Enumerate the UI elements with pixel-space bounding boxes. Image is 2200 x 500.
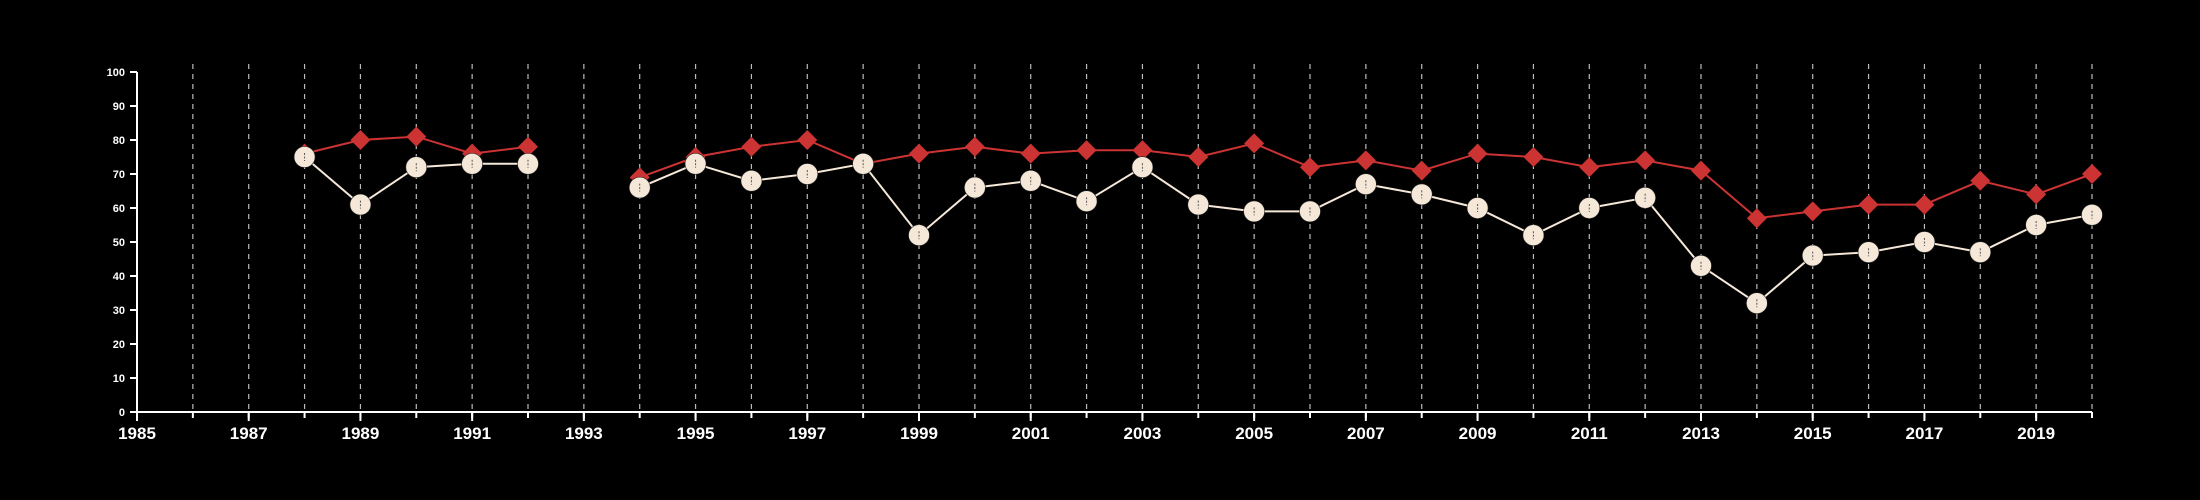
diamond-point [1244,133,1265,154]
diamond-point [2026,184,2047,205]
y-tick-label: 40 [113,271,125,283]
x-tick-label: 2003 [1124,424,1162,443]
x-tick-label: 2005 [1235,424,1273,443]
y-tick-label: 70 [113,169,125,181]
diamond-point [1411,160,1432,181]
x-tick-label: 2013 [1682,424,1720,443]
diamond-point [1802,201,1823,222]
diamond-point [2082,164,2102,184]
diamond-point [1579,157,1600,178]
diamond-point [350,130,371,150]
x-tick-label: 1991 [453,424,491,443]
grid-lines [192,64,2093,412]
x-tick-label: 1987 [230,424,268,443]
diamond-point [964,136,985,157]
y-tick-label: 10 [113,373,125,385]
diamond-point [1300,157,1320,178]
x-tick-label: 2009 [1459,424,1497,443]
series-circle [293,146,2103,315]
diamond-point [1355,150,1376,171]
y-tick-label: 20 [113,339,125,351]
diamond-point [1635,150,1656,171]
y-tick-label: 80 [113,135,125,147]
x-tick-label: 1993 [565,424,603,443]
diamond-point [1691,160,1711,181]
diamond-point [518,136,538,157]
diamond-point [1970,170,1991,191]
x-tick-label: 1985 [118,424,156,443]
diamond-point [1746,208,1767,229]
y-tick-label: 0 [119,407,125,419]
x-tick-label: 1989 [342,424,380,443]
x-tick-label: 2017 [1906,424,1944,443]
x-tick-label: 1995 [677,424,715,443]
y-tick-label: 60 [113,203,125,215]
y-tick-label: 50 [113,237,125,249]
diamond-point [741,136,762,157]
diamond-point [1020,143,1041,164]
x-tick-label: 2019 [2017,424,2055,443]
diamond-point [1076,140,1097,161]
data-series [293,126,2103,315]
x-tick-label: 2007 [1347,424,1385,443]
y-tick-label: 30 [113,305,125,317]
x-tick-label: 2015 [1794,424,1832,443]
diamond-point [1523,147,1544,167]
series-diamond [294,126,2102,229]
x-tick-label: 1999 [900,424,938,443]
x-tick-label: 1997 [788,424,826,443]
diamond-point [1467,143,1488,164]
diamond-point [909,143,929,164]
diamond-point [1858,194,1879,215]
diamond-point [406,126,427,147]
diamond-point [1132,140,1153,161]
diamond-point [1914,194,1935,215]
diamond-point [1188,147,1209,167]
y-tick-label: 90 [113,101,125,113]
x-tick-label: 2001 [1012,424,1050,443]
x-tick-label: 2011 [1571,424,1608,443]
axes: 0 10 20 30 40 50 60 70 80 90 100 1985 1987 1989 1991 19… [107,67,2093,443]
y-tick-label: 100 [107,67,125,79]
diamond-point [797,130,818,150]
